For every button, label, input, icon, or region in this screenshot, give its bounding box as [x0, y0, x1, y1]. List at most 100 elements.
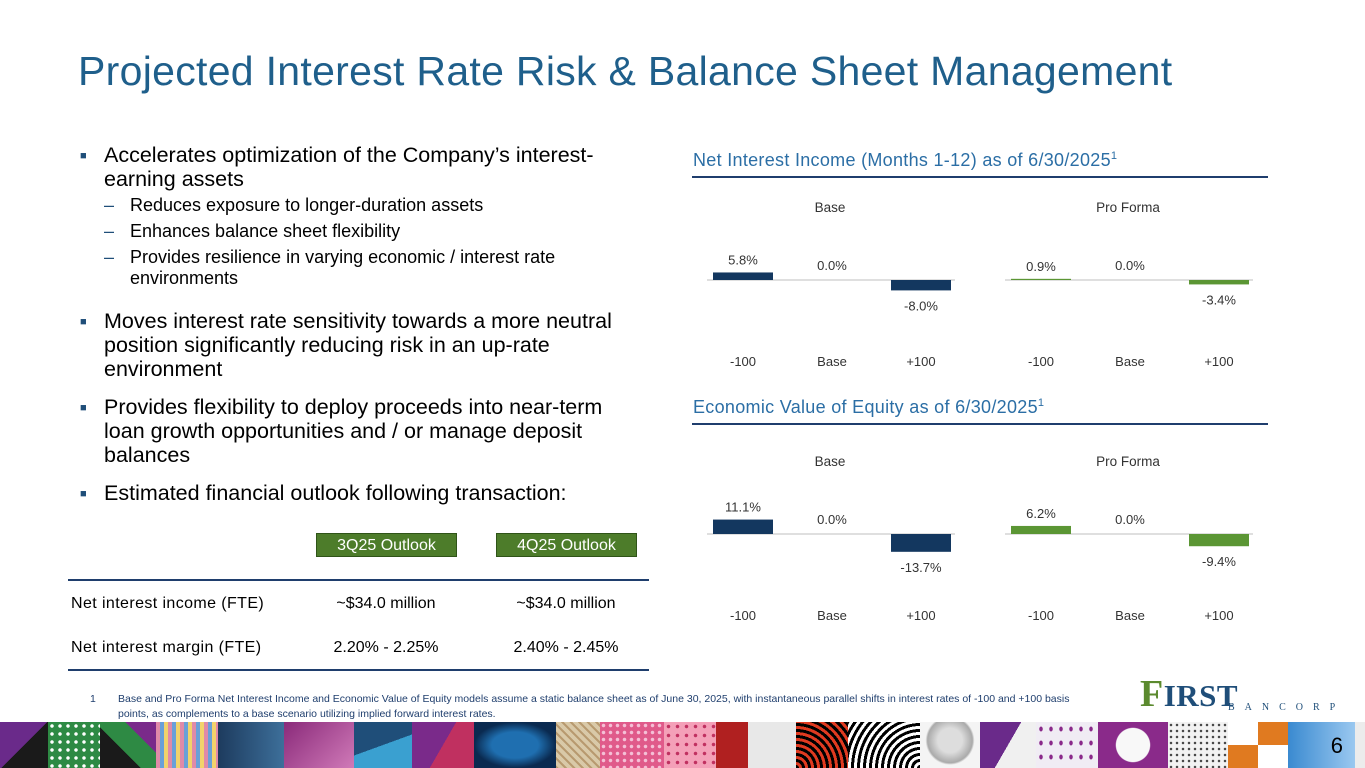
page-number: 6 — [1330, 733, 1343, 758]
eve-chart-rule — [692, 423, 1268, 425]
strip-tile — [1355, 722, 1365, 768]
category-label: -100 — [730, 354, 756, 369]
logo-subtext: BANCORP — [1228, 702, 1346, 713]
category-label: +100 — [906, 608, 935, 623]
bar — [713, 272, 773, 280]
eve-chart-title: Economic Value of Equity as of 6/30/2025… — [693, 397, 1044, 418]
strip-tile — [848, 722, 920, 768]
footnote-number: 1 — [90, 693, 96, 705]
data-label: 0.9% — [1026, 259, 1056, 274]
category-label: -100 — [1028, 608, 1054, 623]
table-bottom-rule — [68, 669, 649, 671]
nii-chart-title: Net Interest Income (Months 1-12) as of … — [693, 150, 1117, 171]
bullet-item: ■ Accelerates optimization of the Compan… — [78, 143, 638, 289]
bullet-text: Moves interest rate sensitivity towards … — [104, 309, 612, 381]
data-label: 0.0% — [1115, 258, 1145, 273]
dash-icon: – — [104, 195, 115, 215]
bullet-text: Accelerates optimization of the Company’… — [104, 143, 594, 191]
table-row: Net interest income (FTE) ~$34.0 million… — [68, 581, 649, 625]
bar — [713, 519, 773, 534]
bar — [1189, 534, 1249, 547]
bar — [1011, 525, 1071, 534]
table-row: Net interest margin (FTE) 2.20% - 2.25% … — [68, 625, 649, 669]
strip-tile — [100, 722, 156, 768]
outlook-header-3q25: 3Q25 Outlook — [316, 533, 457, 557]
bullet-text: Estimated financial outlook following tr… — [104, 481, 567, 505]
footnote: 1 Base and Pro Forma Net Interest Income… — [90, 692, 1070, 722]
category-label: +100 — [906, 354, 935, 369]
strip-tile — [920, 722, 980, 768]
outlook-header-4q25: 4Q25 Outlook — [496, 533, 637, 557]
strip-tile — [0, 722, 48, 768]
outlook-table: Net interest income (FTE) ~$34.0 million… — [68, 579, 649, 671]
company-logo: FIRST INTERNET BANCORP — [1140, 672, 1350, 751]
strip-tile — [556, 722, 600, 768]
row-value-3q25: 2.20% - 2.25% — [333, 639, 439, 656]
table-top-rule — [68, 579, 649, 581]
category-label: +100 — [1204, 608, 1233, 623]
data-label: 0.0% — [1115, 512, 1145, 527]
strip-tile — [412, 722, 474, 768]
strip-tile — [600, 722, 664, 768]
strip-tile — [1036, 722, 1098, 768]
bar — [1189, 280, 1249, 285]
bullet-list: ■ Accelerates optimization of the Compan… — [78, 143, 638, 519]
square-bullet-icon: ■ — [80, 488, 87, 500]
category-label: -100 — [730, 608, 756, 623]
sub-bullet-text: Enhances balance sheet flexibility — [130, 221, 401, 241]
category-label: Base — [1115, 608, 1145, 623]
dash-icon: – — [104, 247, 115, 267]
data-label: -3.4% — [1202, 292, 1236, 307]
series-label: Base — [815, 454, 846, 469]
strip-tile — [156, 722, 218, 768]
series-label: Base — [815, 200, 846, 215]
bullet-item: ■ Estimated financial outlook following … — [78, 481, 638, 505]
row-value-4q25: 2.40% - 2.45% — [513, 639, 619, 656]
series-label: Pro Forma — [1096, 200, 1160, 215]
sub-bullet-text: Reduces exposure to longer-duration asse… — [130, 195, 484, 215]
strip-tile — [48, 722, 100, 768]
bullet-text: Provides flexibility to deploy proceeds … — [104, 395, 603, 467]
strip-tile — [1228, 722, 1288, 768]
strip-tile — [980, 722, 1036, 768]
data-label: 6.2% — [1026, 506, 1056, 521]
strip-tile — [354, 722, 412, 768]
strip-tile — [716, 722, 796, 768]
strip-tile — [284, 722, 354, 768]
square-bullet-icon: ■ — [80, 150, 87, 162]
data-label: 0.0% — [817, 512, 847, 527]
data-label: -13.7% — [900, 560, 942, 575]
row-value-4q25: ~$34.0 million — [516, 595, 616, 612]
nii-chart-title-footnote: 1 — [1110, 150, 1118, 162]
series-label: Pro Forma — [1096, 454, 1160, 469]
page-title: Projected Interest Rate Risk & Balance S… — [78, 48, 1173, 94]
sub-bullet-text: Provides resilience in varying economic … — [130, 247, 556, 288]
square-bullet-icon: ■ — [80, 402, 87, 414]
data-label: 0.0% — [817, 258, 847, 273]
logo-f: F — [1140, 673, 1164, 715]
strip-tile — [664, 722, 716, 768]
bullet-item: ■ Provides flexibility to deploy proceed… — [78, 395, 638, 467]
strip-tile — [796, 722, 848, 768]
category-label: Base — [1115, 354, 1145, 369]
square-bullet-icon: ■ — [80, 316, 87, 328]
eve-chart-title-text: Economic Value of Equity as of 6/30/2025 — [693, 397, 1038, 417]
sub-bullet-item: – Enhances balance sheet flexibility — [104, 221, 638, 242]
eve-chart: Base 11.1% -100 0.0% Base -13.7% +100 Pro Forma… — [707, 454, 1253, 623]
strip-tile — [1098, 722, 1168, 768]
category-label: Base — [817, 354, 847, 369]
sub-bullet-item: – Provides resilience in varying economic… — [104, 247, 638, 289]
bar — [891, 534, 951, 552]
nii-chart-rule — [692, 176, 1268, 178]
bar — [1011, 278, 1071, 280]
row-label: Net interest margin (FTE) — [71, 639, 262, 656]
row-label: Net interest income (FTE) — [71, 595, 265, 612]
data-label: 11.1% — [725, 500, 761, 515]
category-label: -100 — [1028, 354, 1054, 369]
data-label: -9.4% — [1202, 554, 1236, 569]
dash-icon: – — [104, 221, 115, 241]
data-label: -8.0% — [904, 298, 938, 313]
sub-bullet-item: – Reduces exposure to longer-duration ass… — [104, 195, 638, 216]
bar — [891, 280, 951, 291]
nii-chart: Base 5.8% -100 0.0% Base -8.0% +100 Pro Forma 0.… — [707, 200, 1253, 369]
